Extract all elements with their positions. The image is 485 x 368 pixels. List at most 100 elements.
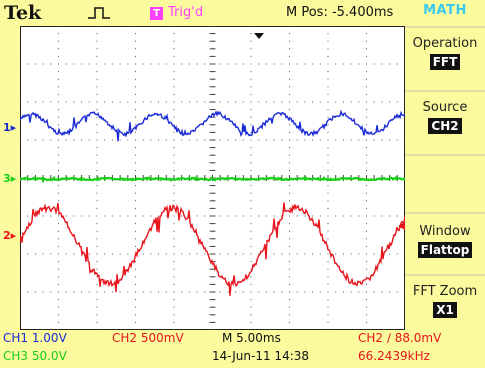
grid-dot <box>173 63 175 65</box>
grid-dot <box>250 71 252 73</box>
grid-dot <box>65 63 67 65</box>
grid-dot <box>158 291 160 293</box>
grid-dot <box>366 306 367 308</box>
grid-dot <box>235 291 237 293</box>
grid-dot <box>88 253 90 255</box>
grid-dot <box>42 291 44 293</box>
grid-dot <box>96 329 98 331</box>
grid-dot <box>42 139 44 141</box>
grid-dot <box>296 253 298 255</box>
grid-dot <box>289 139 290 141</box>
grid-dot <box>335 63 337 65</box>
grid-dot <box>104 63 106 65</box>
grid-dot <box>81 291 83 293</box>
grid-dot <box>250 93 252 95</box>
grid-dot <box>258 139 260 141</box>
grid-dot <box>135 192 136 194</box>
grid-dot <box>296 215 298 217</box>
grid-dot <box>273 63 275 65</box>
grid-dot <box>58 268 59 270</box>
grid-dot <box>366 299 367 301</box>
grid-dot <box>289 245 290 247</box>
grid-dot <box>327 71 329 73</box>
trigger-badge: T <box>150 7 163 20</box>
grid-dot <box>289 33 290 35</box>
blank-menu-button[interactable] <box>405 154 485 212</box>
grid-dot <box>58 261 59 263</box>
grid-dot <box>58 78 59 80</box>
source-button[interactable]: Source CH2 <box>405 90 485 154</box>
grid-dot <box>135 238 136 240</box>
frequency-readout: 66.2439kHz <box>358 349 430 363</box>
grid-dot <box>242 101 244 103</box>
grid-dot <box>373 139 375 141</box>
grid-dot <box>173 314 175 316</box>
grid-dot <box>327 154 329 156</box>
window-button[interactable]: Window Flattop <box>405 212 485 274</box>
grid-dot <box>327 109 329 111</box>
operation-button[interactable]: Operation FFT <box>405 26 485 90</box>
grid-dot <box>250 86 252 88</box>
grid-dot <box>96 192 98 194</box>
grid-dot <box>173 169 175 171</box>
grid-dot <box>366 33 367 35</box>
grid-dot <box>19 63 21 65</box>
grid-dot <box>58 93 59 95</box>
grid-dot <box>119 101 121 103</box>
grid-dot <box>88 215 90 217</box>
grid-dot <box>273 139 275 141</box>
grid-dot <box>27 291 29 293</box>
grid-dot <box>188 139 190 141</box>
grid-dot <box>58 116 59 118</box>
grid-dot <box>296 101 298 103</box>
grid-dot <box>250 253 252 255</box>
grid-dot <box>250 124 252 126</box>
grid-dot <box>135 55 136 57</box>
grid-dot <box>135 25 136 27</box>
grid-dot <box>366 78 367 80</box>
grid-dot <box>96 33 98 35</box>
grid-dot <box>173 283 175 285</box>
fft-zoom-button[interactable]: FFT Zoom X1 <box>405 274 485 332</box>
grid-dot <box>81 101 83 103</box>
grid-dot <box>81 63 83 65</box>
window-value: Flattop <box>417 242 473 258</box>
grid-dot <box>173 86 175 88</box>
grid-dot <box>289 101 290 103</box>
grid-dot <box>327 329 329 331</box>
grid-dot <box>42 215 44 217</box>
grid-dot <box>289 291 290 293</box>
grid-dot <box>196 215 198 217</box>
grid-dot <box>135 109 136 111</box>
grid-dot <box>396 253 398 255</box>
grid-dot <box>366 86 367 88</box>
grid-dot <box>366 40 367 42</box>
grid-dot <box>135 299 136 301</box>
grid-dot <box>366 314 367 316</box>
grid-dot <box>173 261 175 263</box>
grid-dot <box>104 253 106 255</box>
grid-dot <box>319 139 321 141</box>
grid-dot <box>250 329 252 331</box>
grid-dot <box>96 63 98 65</box>
grid-dot <box>135 139 136 141</box>
grid-dot <box>219 215 221 217</box>
grid-dot <box>135 215 136 217</box>
grid-dot <box>289 230 290 232</box>
grid-dot <box>381 101 383 103</box>
grid-dot <box>96 245 98 247</box>
grid-dot <box>135 321 136 323</box>
grid-dot <box>366 223 367 225</box>
grid-dot <box>173 321 175 323</box>
grid-dot <box>204 101 206 103</box>
grid-dot <box>265 215 267 217</box>
grid-dot <box>250 314 252 316</box>
trigger-level-marker <box>398 222 405 230</box>
grid-dot <box>327 207 329 209</box>
grid-dot <box>65 139 67 141</box>
grid-dot <box>289 124 290 126</box>
grid-dot <box>335 101 337 103</box>
grid-dot <box>135 207 136 209</box>
grid-dot <box>281 291 283 293</box>
grid-dot <box>396 291 398 293</box>
